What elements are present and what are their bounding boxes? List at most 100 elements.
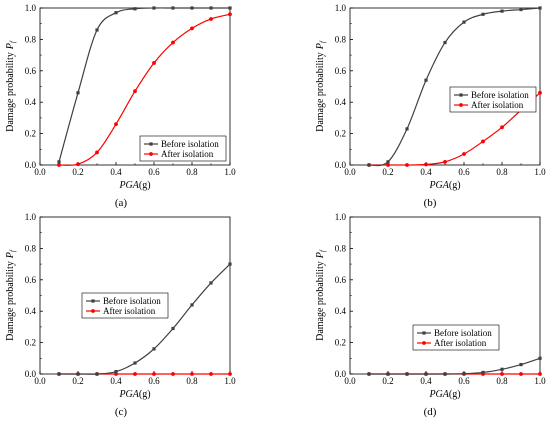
y-axis-title: Damage probability Pf xyxy=(315,40,327,132)
data-point xyxy=(462,152,466,156)
y-tick-label: 1.0 xyxy=(335,212,347,222)
legend-swatch-marker xyxy=(459,103,463,107)
data-point xyxy=(519,362,523,367)
y-axis-title-symbol: P xyxy=(5,252,16,259)
x-tick-label: 0.8 xyxy=(496,167,508,177)
data-point xyxy=(481,12,485,16)
data-point xyxy=(481,370,485,375)
legend-swatch-marker xyxy=(91,309,95,313)
data-point xyxy=(424,162,428,167)
data-point xyxy=(209,6,213,10)
data-point xyxy=(405,127,409,131)
x-tick-label: 0.4 xyxy=(110,167,122,177)
data-point xyxy=(228,6,232,10)
y-tick-label: 0.0 xyxy=(25,369,37,379)
x-axis-title-var: PGA xyxy=(118,180,139,191)
legend-label: Before isolation xyxy=(471,90,529,100)
data-point xyxy=(228,372,232,376)
x-tick-label: 0.6 xyxy=(458,376,470,386)
x-tick-label: 0.2 xyxy=(72,167,83,177)
y-axis-title-symbol: P xyxy=(315,43,326,50)
data-point xyxy=(500,125,504,130)
x-tick-label: 0.0 xyxy=(344,376,356,386)
data-point xyxy=(209,281,213,285)
x-tick-label: 1.0 xyxy=(224,376,236,386)
y-tick-label: 0.8 xyxy=(25,243,37,253)
y-axis-title-subscript: f xyxy=(9,40,17,43)
data-point xyxy=(95,28,99,32)
x-axis-title: PGA(g) xyxy=(118,389,150,400)
data-point xyxy=(405,163,409,167)
data-point xyxy=(443,40,447,45)
data-point xyxy=(519,7,523,12)
y-axis-title: Damage probability Pf xyxy=(5,40,17,132)
data-point xyxy=(538,356,542,360)
data-point xyxy=(114,370,118,374)
data-point xyxy=(114,11,118,15)
y-tick-label: 0.4 xyxy=(25,97,37,107)
data-point xyxy=(228,262,232,266)
data-point xyxy=(171,40,175,45)
data-point xyxy=(228,12,232,17)
y-axis-title: Damage probability Pf xyxy=(315,249,327,341)
data-point xyxy=(114,122,118,127)
y-axis-title-text: Damage probability xyxy=(5,52,16,132)
data-point xyxy=(190,303,194,307)
legend-box xyxy=(81,292,169,319)
data-point xyxy=(405,372,409,376)
y-tick-label: 0.8 xyxy=(25,34,37,44)
x-axis-title-var: PGA xyxy=(118,389,139,400)
x-axis-title: PGA(g) xyxy=(118,180,150,191)
data-point xyxy=(57,163,61,167)
y-tick-label: 0.0 xyxy=(335,369,347,379)
data-point xyxy=(443,159,447,164)
data-point xyxy=(57,372,61,376)
data-point xyxy=(386,163,390,167)
data-point xyxy=(190,6,194,10)
data-point xyxy=(190,372,194,376)
series-before-isolation xyxy=(367,6,542,167)
x-tick-label: 0.8 xyxy=(186,376,198,386)
legend-swatch-marker xyxy=(149,142,153,146)
x-tick-label: 0.4 xyxy=(110,376,122,386)
legend-swatch-marker xyxy=(459,93,463,97)
data-point xyxy=(76,162,80,167)
data-point xyxy=(152,61,156,65)
plot-frame xyxy=(349,216,541,375)
x-axis-title: PGA(g) xyxy=(428,180,460,191)
legend-label: After isolation xyxy=(161,149,214,159)
y-tick-label: 0.6 xyxy=(335,275,347,285)
x-axis-title-unit: (g) xyxy=(449,180,461,191)
y-tick-label: 0.6 xyxy=(25,275,37,285)
y-tick-label: 0.8 xyxy=(335,243,347,253)
data-point xyxy=(152,347,156,351)
series-before-isolation xyxy=(57,262,232,376)
data-point xyxy=(133,361,137,365)
x-tick-label: 0.4 xyxy=(420,167,432,177)
y-tick-label: 1.0 xyxy=(335,3,347,13)
legend-swatch-marker xyxy=(91,299,95,303)
legend-label: After isolation xyxy=(471,100,524,110)
y-axis-title: Damage probability Pf xyxy=(5,249,17,341)
legend-box xyxy=(139,135,227,162)
y-axis-title-text: Damage probability xyxy=(315,261,326,341)
data-point xyxy=(133,372,137,376)
x-tick-label: 0.6 xyxy=(148,376,160,386)
data-point xyxy=(152,6,156,10)
series-line xyxy=(369,92,541,166)
x-tick-label: 1.0 xyxy=(534,376,546,386)
y-axis-title-subscript: f xyxy=(319,249,327,252)
data-point xyxy=(500,9,504,13)
data-point xyxy=(538,6,542,10)
data-point xyxy=(500,367,504,371)
data-point xyxy=(386,160,390,164)
y-tick-label: 0.2 xyxy=(335,338,346,348)
x-axis-title-unit: (g) xyxy=(139,180,151,191)
data-point xyxy=(462,20,466,24)
data-point xyxy=(209,372,213,376)
x-tick-label: 0.0 xyxy=(34,376,46,386)
panel-label: (c) xyxy=(115,406,128,418)
x-tick-label: 0.0 xyxy=(344,167,356,177)
